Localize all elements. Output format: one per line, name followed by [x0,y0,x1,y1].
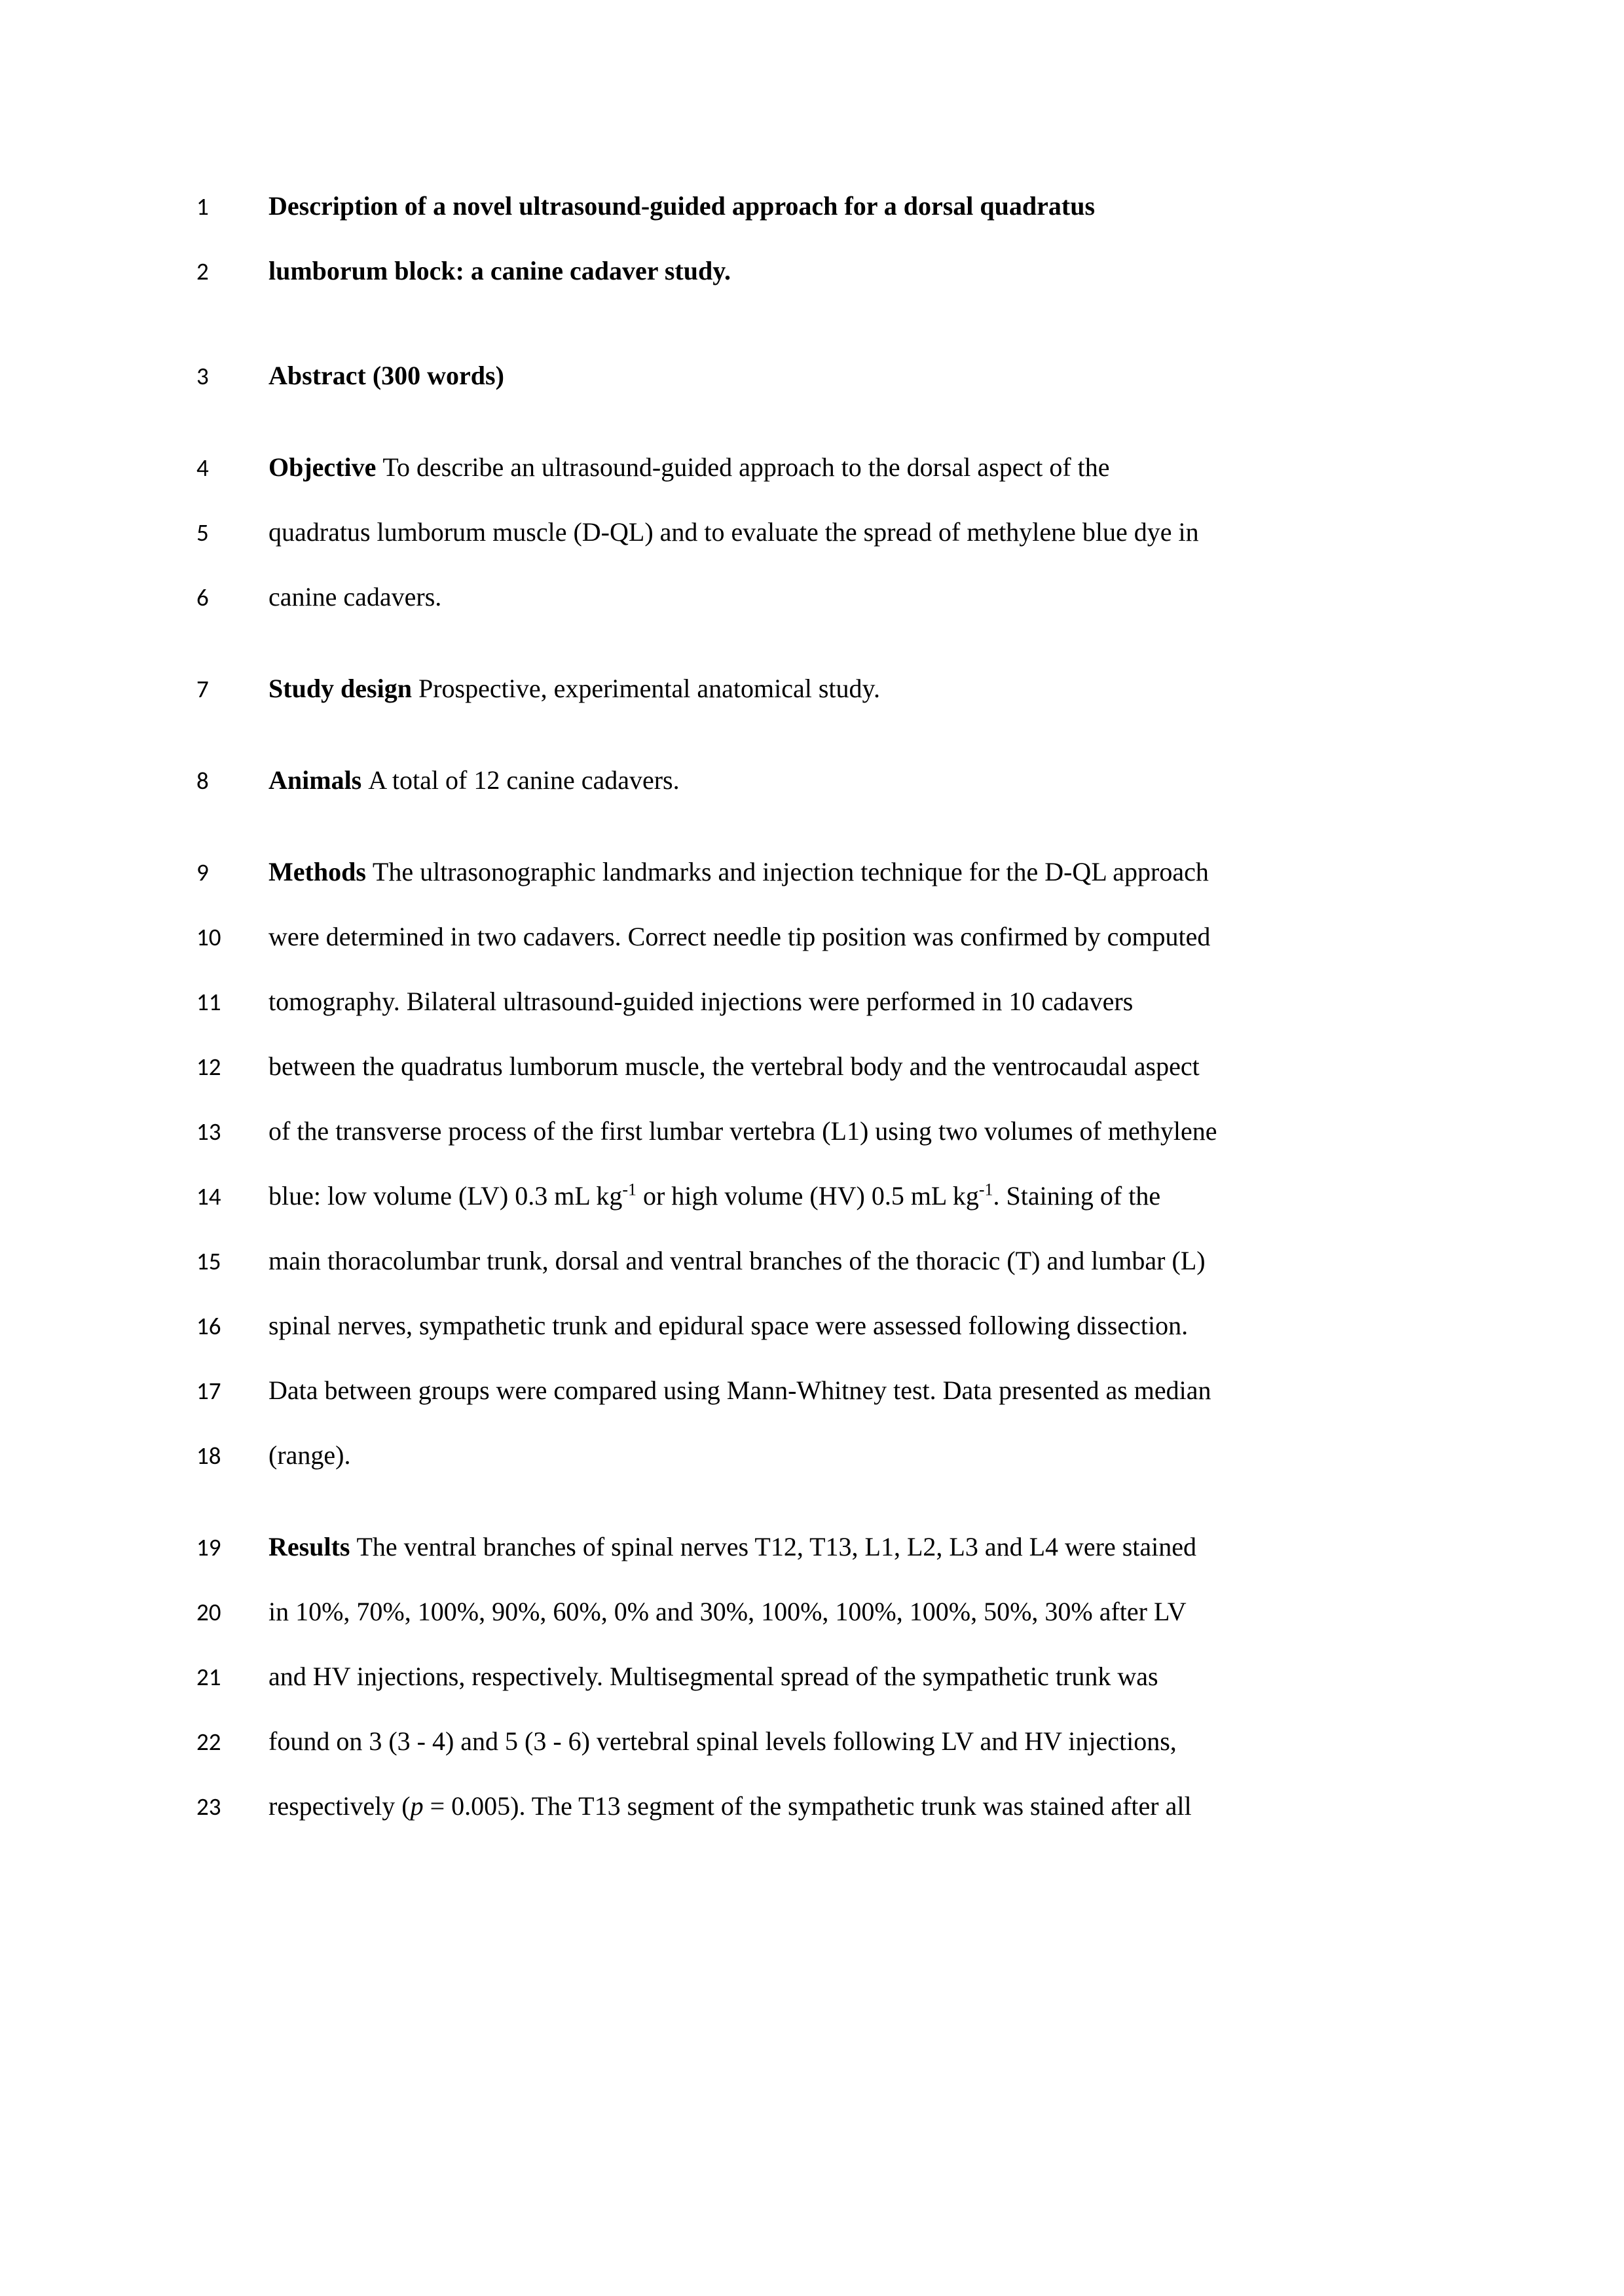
line-text: blue: low volume (LV) 0.3 mL kg-1 or hig… [268,1183,1428,1209]
line-text: found on 3 (3 - 4) and 5 (3 - 6) vertebr… [268,1728,1428,1755]
manuscript-line: 12between the quadratus lumborum muscle,… [196,1053,1428,1080]
lines-container: 1Description of a novel ultrasound-guide… [196,193,1428,1819]
line-number: 10 [196,925,268,949]
line-number: 2 [196,259,268,283]
line-number: 23 [196,1795,268,1819]
manuscript-line: 16spinal nerves, sympathetic trunk and e… [196,1313,1428,1339]
line-text: Objective To describe an ultrasound-guid… [268,454,1428,481]
line-text: were determined in two cadavers. Correct… [268,924,1428,950]
line-text: Results The ventral branches of spinal n… [268,1534,1428,1560]
line-text: (range). [268,1442,1428,1468]
line-number: 20 [196,1600,268,1624]
line-number: 6 [196,585,268,610]
line-text: in 10%, 70%, 100%, 90%, 60%, 0% and 30%,… [268,1599,1428,1625]
line-text: quadratus lumborum muscle (D-QL) and to … [268,519,1428,545]
line-number: 17 [196,1379,268,1403]
line-number: 14 [196,1184,268,1209]
manuscript-line: 10were determined in two cadavers. Corre… [196,924,1428,950]
line-text: Description of a novel ultrasound-guided… [268,193,1428,219]
line-number: 12 [196,1055,268,1079]
line-text: and HV injections, respectively. Multise… [268,1664,1428,1690]
line-number: 18 [196,1444,268,1468]
line-number: 3 [196,364,268,388]
line-text: spinal nerves, sympathetic trunk and epi… [268,1313,1428,1339]
manuscript-line: 4Objective To describe an ultrasound-gui… [196,454,1428,481]
line-number: 16 [196,1314,268,1338]
manuscript-page: 1Description of a novel ultrasound-guide… [196,193,1428,1858]
line-number: 19 [196,1535,268,1559]
manuscript-line: 7Study design Prospective, experimental … [196,676,1428,702]
line-number: 11 [196,990,268,1014]
manuscript-line: 2lumborum block: a canine cadaver study. [196,258,1428,284]
line-text: between the quadratus lumborum muscle, t… [268,1053,1428,1080]
manuscript-line: 17Data between groups were compared usin… [196,1377,1428,1404]
line-text: Methods The ultrasonographic landmarks a… [268,859,1428,885]
manuscript-line: 13of the transverse process of the first… [196,1118,1428,1144]
manuscript-line: 6canine cadavers. [196,584,1428,610]
line-number: 13 [196,1120,268,1144]
manuscript-line: 19Results The ventral branches of spinal… [196,1534,1428,1560]
line-text: respectively (p = 0.005). The T13 segmen… [268,1793,1428,1819]
manuscript-line: 14blue: low volume (LV) 0.3 mL kg-1 or h… [196,1183,1428,1209]
manuscript-line: 3Abstract (300 words) [196,363,1428,389]
line-number: 4 [196,456,268,480]
line-number: 21 [196,1665,268,1689]
line-number: 7 [196,677,268,701]
manuscript-line: 23respectively (p = 0.005). The T13 segm… [196,1793,1428,1819]
manuscript-line: 21and HV injections, respectively. Multi… [196,1664,1428,1690]
line-text: Abstract (300 words) [268,363,1428,389]
manuscript-line: 18(range). [196,1442,1428,1468]
manuscript-line: 22found on 3 (3 - 4) and 5 (3 - 6) verte… [196,1728,1428,1755]
line-number: 22 [196,1730,268,1754]
manuscript-line: 15main thoracolumbar trunk, dorsal and v… [196,1248,1428,1274]
line-number: 9 [196,860,268,884]
line-text: tomography. Bilateral ultrasound-guided … [268,989,1428,1015]
line-number: 15 [196,1249,268,1273]
line-number: 1 [196,194,268,219]
manuscript-line: 5quadratus lumborum muscle (D-QL) and to… [196,519,1428,545]
line-text: lumborum block: a canine cadaver study. [268,258,1428,284]
manuscript-line: 11tomography. Bilateral ultrasound-guide… [196,989,1428,1015]
line-text: Data between groups were compared using … [268,1377,1428,1404]
line-number: 8 [196,769,268,793]
manuscript-line: 1Description of a novel ultrasound-guide… [196,193,1428,219]
line-text: canine cadavers. [268,584,1428,610]
manuscript-line: 20in 10%, 70%, 100%, 90%, 60%, 0% and 30… [196,1599,1428,1625]
line-text: Study design Prospective, experimental a… [268,676,1428,702]
line-text: of the transverse process of the first l… [268,1118,1428,1144]
manuscript-line: 9Methods The ultrasonographic landmarks … [196,859,1428,885]
line-text: main thoracolumbar trunk, dorsal and ven… [268,1248,1428,1274]
manuscript-line: 8Animals A total of 12 canine cadavers. [196,767,1428,793]
line-number: 5 [196,520,268,545]
line-text: Animals A total of 12 canine cadavers. [268,767,1428,793]
